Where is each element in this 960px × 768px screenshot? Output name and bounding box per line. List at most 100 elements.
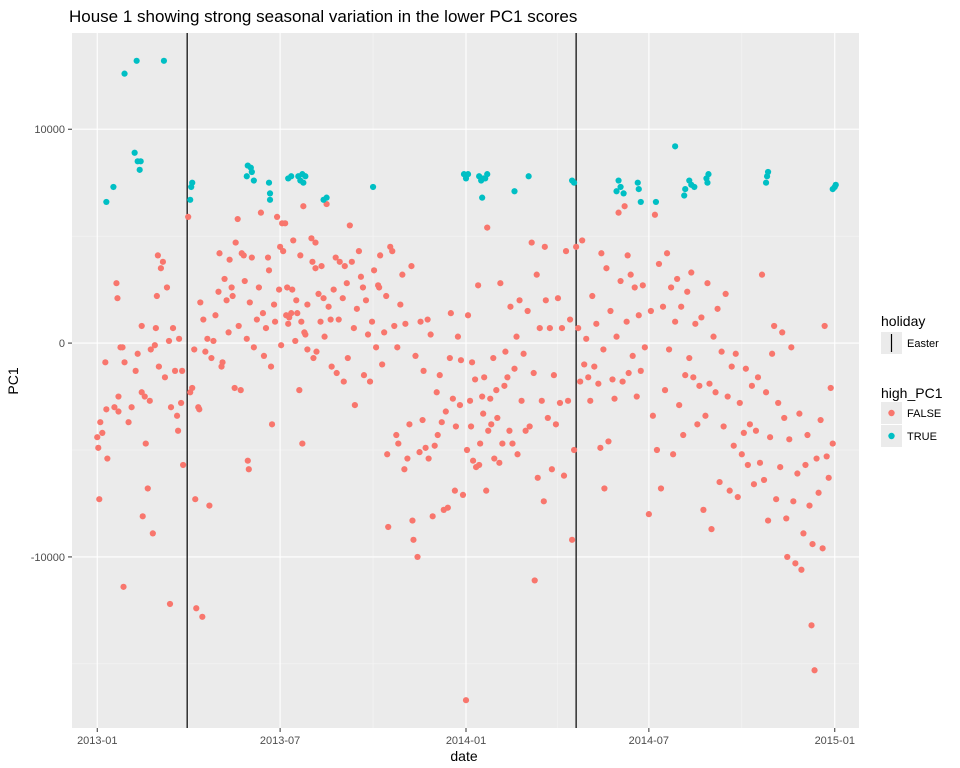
- point-false: [764, 517, 772, 524]
- point-false: [372, 344, 380, 351]
- point-false: [544, 414, 551, 422]
- point-false: [806, 502, 813, 509]
- y-axis-ticks: 10000 0 -10000: [31, 124, 72, 564]
- point-false: [290, 237, 297, 244]
- point-false: [633, 393, 640, 400]
- point-false: [771, 322, 778, 330]
- point-false: [540, 498, 547, 505]
- point-false: [663, 250, 671, 257]
- point-false: [825, 474, 832, 481]
- point-false: [368, 318, 376, 325]
- point-false: [684, 288, 691, 295]
- point-false: [657, 485, 665, 492]
- point-false: [468, 359, 476, 366]
- point-false: [153, 292, 160, 300]
- point-false: [321, 333, 328, 340]
- point-false: [221, 275, 228, 283]
- point-false: [250, 344, 257, 351]
- point-false: [501, 382, 508, 389]
- point-false: [556, 399, 564, 407]
- point-false: [790, 498, 797, 505]
- point-false: [564, 397, 572, 404]
- point-false: [152, 325, 159, 332]
- point-false: [469, 457, 477, 464]
- point-false: [615, 209, 622, 216]
- point-true: [121, 70, 128, 77]
- x-tick-label: 2013-07: [260, 735, 300, 747]
- point-false: [762, 389, 770, 396]
- point-false: [603, 265, 610, 272]
- point-false: [310, 354, 317, 362]
- point-false: [490, 354, 497, 362]
- point-false: [339, 295, 346, 302]
- point-false: [466, 397, 474, 404]
- y-tick-label: 10000: [34, 124, 65, 136]
- point-true: [652, 198, 660, 206]
- point-true: [479, 194, 486, 201]
- point-false: [591, 363, 598, 370]
- point-false: [732, 350, 739, 357]
- point-false: [384, 451, 391, 458]
- point-false: [704, 280, 711, 287]
- point-false: [744, 461, 751, 469]
- point-false: [341, 262, 348, 270]
- point-false: [454, 333, 462, 340]
- point-false: [246, 299, 253, 306]
- point-false: [457, 357, 465, 364]
- x-tick-label: 2014-01: [446, 735, 486, 747]
- point-false: [196, 406, 203, 413]
- point-false: [784, 553, 791, 561]
- point-false: [641, 344, 648, 351]
- point-true: [634, 179, 641, 186]
- point-false: [147, 346, 154, 353]
- point-false: [434, 431, 441, 439]
- point-false: [798, 566, 805, 573]
- point-false: [335, 316, 342, 323]
- point-false: [280, 248, 287, 255]
- point-false: [746, 421, 753, 428]
- point-false: [560, 472, 568, 479]
- point-false: [542, 297, 549, 304]
- point-false: [829, 440, 836, 447]
- series-true-points: [103, 57, 839, 206]
- point-false: [554, 295, 562, 302]
- point-true: [762, 179, 770, 186]
- point-false: [99, 429, 106, 436]
- point-false: [568, 536, 576, 543]
- point-false: [167, 404, 175, 411]
- legend-dot-true: [888, 432, 895, 440]
- point-false: [665, 346, 673, 353]
- point-false: [206, 502, 213, 509]
- point-false: [667, 284, 675, 291]
- point-false: [292, 337, 299, 345]
- point-false: [377, 252, 384, 259]
- point-false: [212, 312, 219, 319]
- point-false: [102, 359, 109, 366]
- point-false: [431, 442, 438, 449]
- point-false: [698, 314, 705, 321]
- point-false: [404, 455, 411, 462]
- point-false: [700, 506, 707, 513]
- major-gridlines: [72, 33, 859, 728]
- point-false: [391, 322, 398, 330]
- point-false: [325, 303, 332, 310]
- point-false: [451, 487, 458, 494]
- point-false: [362, 297, 370, 304]
- point-false: [178, 399, 185, 407]
- point-false: [600, 346, 607, 353]
- point-false: [524, 307, 531, 315]
- point-false: [617, 277, 624, 285]
- point-false: [562, 248, 570, 255]
- point-false: [219, 359, 226, 366]
- point-false: [313, 348, 320, 355]
- point-true: [617, 183, 624, 191]
- point-false: [298, 318, 305, 325]
- point-true: [525, 173, 532, 180]
- point-false: [229, 292, 236, 300]
- point-false: [777, 464, 784, 471]
- point-true: [288, 173, 295, 180]
- point-false: [541, 243, 548, 250]
- point-false: [370, 267, 378, 274]
- point-false: [210, 337, 217, 345]
- point-false: [125, 419, 132, 426]
